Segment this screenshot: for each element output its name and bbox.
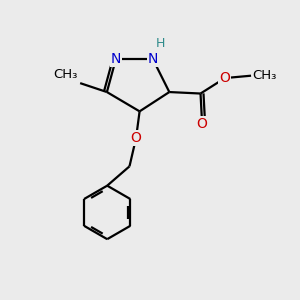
Text: N: N [148,52,158,66]
Text: CH₃: CH₃ [253,69,277,82]
Text: O: O [220,71,230,85]
Text: O: O [130,131,142,145]
Text: N: N [111,52,121,66]
Text: O: O [196,117,208,131]
Text: H: H [156,38,165,50]
Text: CH₃: CH₃ [53,68,78,81]
